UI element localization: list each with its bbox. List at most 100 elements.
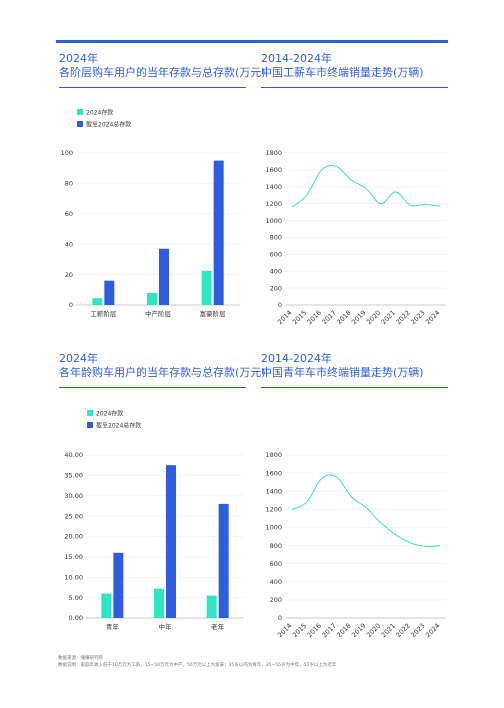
x-tick-label: 2023 (409, 309, 426, 326)
y-tick-label: 10.00 (64, 573, 83, 581)
bar (92, 298, 103, 305)
x-tick-label: 2016 (306, 622, 323, 639)
y-tick-label: 15.00 (64, 553, 83, 561)
y-tick-label: 20 (65, 271, 73, 279)
y-tick-label: 35.00 (64, 472, 83, 480)
x-tick-label: 2016 (306, 309, 323, 326)
top-accent-bar (56, 40, 448, 43)
x-tick-label: 工薪阶层 (90, 309, 117, 318)
panel-title-2: 2014-2024年 中国工薪车市终端销量走势(万辆) (261, 52, 424, 80)
legend-label: 2024存款 (96, 410, 123, 418)
bar (101, 593, 112, 618)
y-tick-label: 30.00 (64, 492, 83, 500)
legend-swatch (87, 422, 93, 428)
y-tick-label: 0 (69, 301, 73, 309)
legend-label: 2024存款 (86, 109, 113, 117)
panel-year: 2024年 (59, 52, 98, 65)
panel-year: 2014-2024年 (261, 352, 332, 365)
x-tick-label: 老年 (211, 622, 225, 631)
x-tick-label: 中年 (159, 622, 173, 631)
y-tick-label: 400 (270, 578, 282, 586)
x-tick-label: 2017 (320, 622, 337, 639)
y-tick-label: 200 (270, 596, 282, 604)
bar (159, 248, 169, 305)
bar (206, 595, 217, 618)
title-rule (59, 87, 246, 88)
title-rule (59, 387, 246, 388)
y-tick-label: 60 (65, 210, 73, 218)
legend-label: 截至2024总存款 (86, 121, 131, 129)
footer-source: 数据来源：懂懂研究院 (58, 656, 103, 661)
y-tick-label: 1000 (265, 217, 282, 225)
bar (154, 588, 164, 618)
y-tick-label: 0 (278, 614, 282, 622)
legend-label: 截至2024总存款 (96, 422, 141, 430)
x-tick-label: 2019 (350, 309, 367, 326)
x-tick-label: 富豪阶层 (200, 309, 227, 318)
bar (218, 503, 229, 618)
y-tick-label: 600 (270, 251, 282, 259)
x-tick-label: 2020 (365, 622, 382, 639)
panel-title-3: 2024年 各年龄购车用户的当年存款与总存款(万元) (59, 352, 266, 380)
bar (113, 552, 124, 618)
x-tick-label: 2021 (380, 622, 397, 639)
panel-year: 2024年 (59, 352, 98, 365)
title-rule (261, 387, 448, 388)
y-tick-label: 5.00 (69, 594, 83, 602)
x-tick-label: 2022 (394, 309, 411, 326)
x-tick-label: 2014 (276, 309, 293, 326)
title-rule (261, 87, 448, 88)
y-tick-label: 1400 (265, 183, 282, 191)
y-tick-label: 400 (270, 267, 282, 275)
y-tick-label: 1600 (265, 469, 282, 477)
x-tick-label: 2020 (365, 309, 382, 326)
y-tick-label: 600 (270, 560, 282, 568)
y-tick-label: 0.00 (69, 614, 83, 622)
panel-heading: 中国青年车市终端销量走势(万辆) (261, 366, 424, 379)
x-tick-label: 2017 (320, 309, 337, 326)
y-tick-label: 1800 (265, 451, 282, 459)
y-tick-label: 1800 (265, 149, 282, 157)
x-tick-label: 2021 (380, 309, 397, 326)
y-tick-label: 800 (270, 234, 282, 242)
y-tick-label: 1400 (265, 487, 282, 495)
x-tick-label: 2024 (424, 309, 441, 326)
x-tick-label: 2024 (424, 622, 441, 639)
x-tick-label: 2015 (291, 622, 308, 639)
y-tick-label: 40.00 (64, 451, 83, 459)
panel-heading: 各年龄购车用户的当年存款与总存款(万元) (59, 366, 266, 379)
panel-year: 2014-2024年 (261, 52, 332, 65)
y-tick-label: 100 (61, 149, 73, 157)
y-tick-label: 80 (65, 180, 73, 188)
y-tick-label: 40 (65, 240, 73, 248)
y-tick-label: 200 (270, 284, 282, 292)
x-tick-label: 2015 (291, 309, 308, 326)
bar (147, 292, 157, 305)
bar (104, 280, 115, 305)
x-tick-label: 2023 (409, 622, 426, 639)
x-tick-label: 2018 (335, 622, 352, 639)
bar (166, 465, 176, 618)
y-tick-label: 1600 (265, 166, 282, 174)
x-tick-label: 青年 (106, 622, 120, 631)
y-tick-label: 25.00 (64, 512, 83, 520)
panel-heading: 各阶层购车用户的当年存款与总存款(万元) (59, 66, 266, 79)
legend-swatch (87, 410, 93, 416)
panel-title-1: 2024年 各阶层购车用户的当年存款与总存款(万元) (59, 52, 266, 80)
legend-swatch (77, 121, 83, 127)
footer-note: 数据说明：家庭年收入低于10万元为工薪，15~50万元为中产，50万元以上为富豪… (58, 663, 337, 668)
legend-swatch (77, 109, 83, 115)
x-tick-label: 2018 (335, 309, 352, 326)
y-tick-label: 800 (270, 542, 282, 550)
x-tick-label: 2022 (394, 622, 411, 639)
bar (201, 270, 212, 305)
series-line (291, 165, 441, 208)
bar (213, 160, 224, 305)
y-tick-label: 0 (278, 301, 282, 309)
y-tick-label: 1200 (265, 506, 282, 514)
x-tick-label: 2014 (276, 622, 293, 639)
series-line (291, 474, 441, 548)
y-tick-label: 1200 (265, 200, 282, 208)
y-tick-label: 1000 (265, 524, 282, 532)
